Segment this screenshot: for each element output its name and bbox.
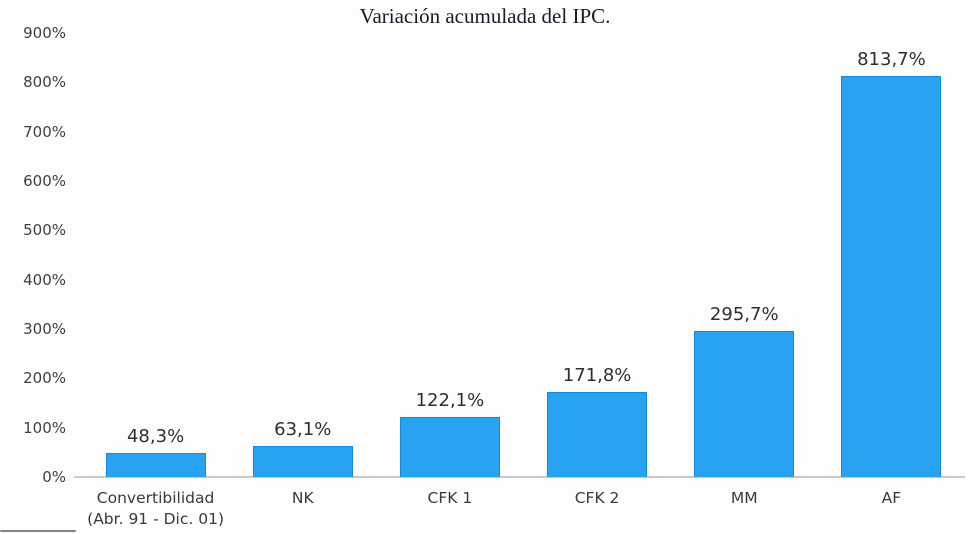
bottom-left-edge-mark [0, 530, 76, 532]
x-category-label: CFK 1 [428, 488, 473, 509]
bar: 122,1% [399, 390, 500, 477]
x-category-label-line: CFK 2 [574, 489, 620, 507]
y-tick-label: 800% [23, 73, 66, 92]
plot-area: 48,3% 63,1% 122,1% 171,8% 295,7% 813,7% [74, 33, 965, 478]
x-category-label: Convertibilidad (Abr. 91 - Dic. 01) [87, 488, 224, 530]
x-category-label: NK [292, 488, 314, 509]
bar: 171,8% [547, 365, 648, 477]
x-category-label: MM [731, 488, 758, 509]
x-category-label-line: Convertibilidad [96, 489, 215, 507]
bar-value-label: 813,7% [857, 48, 926, 70]
bar: 813,7% [841, 49, 942, 477]
x-category-label-line: NK [291, 489, 314, 507]
x-category-label-line: AF [881, 489, 902, 507]
chart-title: Variación acumulada del IPC. [359, 4, 611, 28]
x-category-label-line: CFK 1 [427, 489, 473, 507]
bar-value-label: 295,7% [709, 304, 779, 326]
x-category-label: CFK 2 [575, 488, 620, 509]
y-axis: 0% 100% 200% 300% 400% 500% 600% 700% 800% 900% [0, 24, 66, 486]
bar-value-label: 63,1% [274, 418, 332, 440]
y-tick-label: 500% [23, 221, 66, 240]
x-category-label-line: MM [730, 489, 758, 507]
bar: 295,7% [694, 304, 795, 477]
y-tick-label: 600% [23, 171, 66, 190]
y-tick-label: 100% [23, 418, 66, 437]
bar: 48,3% [105, 426, 206, 477]
y-tick-label: 400% [23, 270, 66, 289]
bar-value-label: 171,8% [562, 365, 632, 387]
y-tick-label: 700% [23, 122, 66, 141]
x-category-label: AF [882, 488, 902, 509]
y-tick-label: 300% [23, 319, 66, 338]
x-axis-labels: Convertibilidad (Abr. 91 - Dic. 01) NK CFK … [82, 488, 965, 534]
x-category-label-line: (Abr. 91 - Dic. 01) [87, 510, 225, 528]
y-tick-label: 0% [42, 468, 66, 486]
x-axis-line [74, 476, 965, 478]
bar-value-label: 48,3% [126, 426, 185, 448]
y-tick-label: 900% [23, 24, 66, 42]
y-tick-label: 200% [23, 369, 66, 388]
bar: 63,1% [252, 419, 353, 477]
bar-value-label: 122,1% [415, 389, 485, 411]
